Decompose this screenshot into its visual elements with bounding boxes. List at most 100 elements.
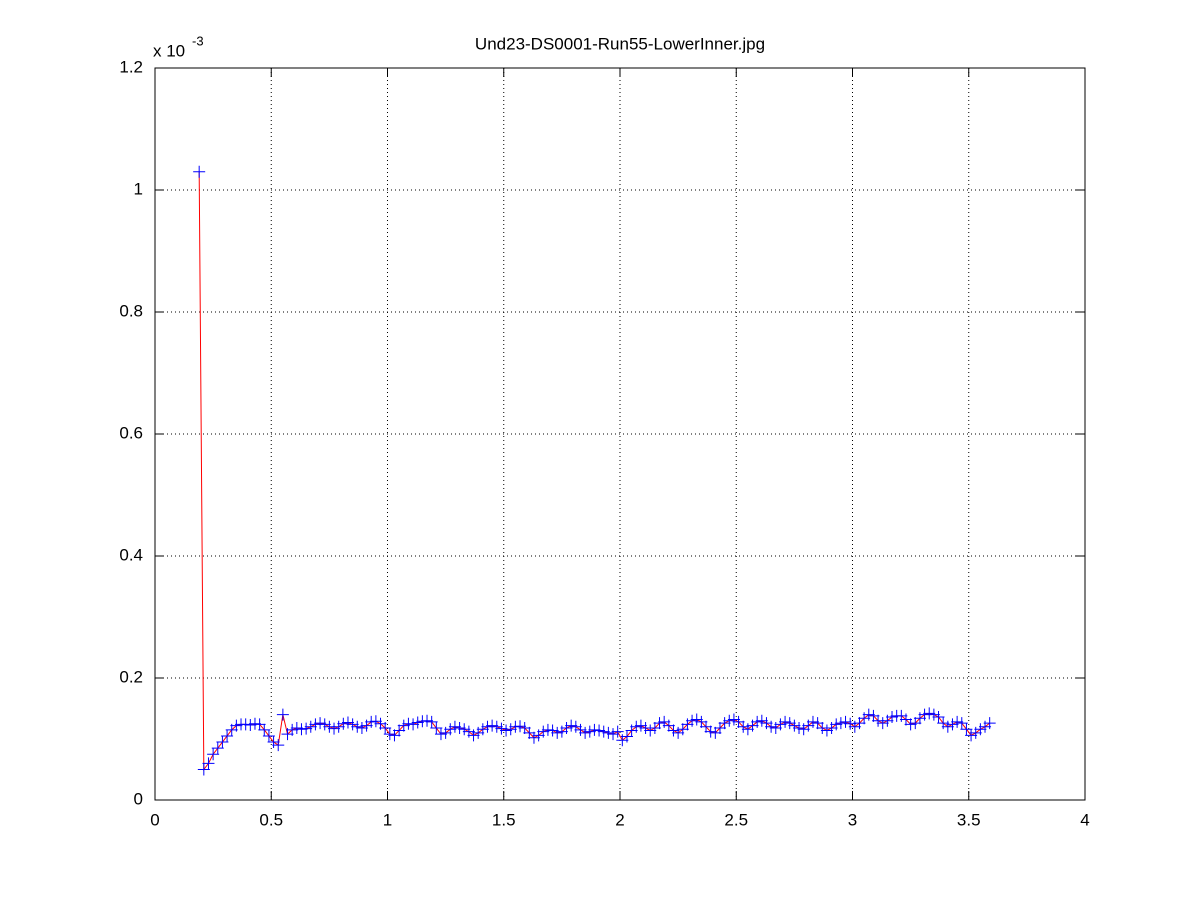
data-marker xyxy=(644,724,657,737)
data-marker xyxy=(899,713,912,726)
data-marker xyxy=(579,726,592,739)
data-marker xyxy=(941,720,954,733)
y-tick-label: 0.2 xyxy=(119,667,143,686)
data-marker xyxy=(732,715,745,728)
data-marker xyxy=(737,720,750,733)
x-tick-label: 0 xyxy=(150,810,159,829)
data-marker xyxy=(541,723,554,736)
data-marker xyxy=(444,723,457,736)
data-marker xyxy=(583,725,596,738)
data-marker xyxy=(765,720,778,733)
data-marker xyxy=(341,716,354,729)
data-marker xyxy=(718,717,731,730)
data-marker xyxy=(458,723,471,736)
data-marker xyxy=(365,715,378,728)
data-marker xyxy=(527,731,540,744)
data-marker xyxy=(509,720,522,733)
y-tick-label: 1 xyxy=(134,179,143,198)
data-marker xyxy=(467,729,480,742)
data-marker xyxy=(300,722,313,735)
data-marker xyxy=(811,717,824,730)
data-marker xyxy=(983,717,996,730)
data-marker xyxy=(793,722,806,735)
data-marker xyxy=(346,718,359,731)
data-marker xyxy=(239,718,252,731)
plot-frame xyxy=(154,67,1086,801)
data-marker xyxy=(448,720,461,733)
data-marker xyxy=(537,725,550,738)
data-marker xyxy=(546,724,559,737)
data-marker xyxy=(318,718,331,731)
data-marker xyxy=(676,723,689,736)
data-marker xyxy=(197,763,210,776)
data-marker xyxy=(607,728,620,741)
data-marker xyxy=(230,719,243,732)
data-marker xyxy=(662,719,675,732)
data-marker xyxy=(337,717,350,730)
x-tick-label: 4 xyxy=(1080,810,1089,829)
data-marker xyxy=(286,723,299,736)
data-marker xyxy=(560,722,573,735)
data-marker xyxy=(202,757,215,770)
data-marker xyxy=(723,714,736,727)
data-marker xyxy=(244,718,257,731)
data-marker xyxy=(258,723,271,736)
data-marker xyxy=(332,720,345,733)
data-marker xyxy=(267,736,280,749)
data-marker xyxy=(951,715,964,728)
data-marker xyxy=(397,719,410,732)
data-marker xyxy=(193,165,206,178)
data-marker xyxy=(774,718,787,731)
data-marker xyxy=(276,708,289,721)
data-marker xyxy=(295,723,308,736)
data-marker xyxy=(844,717,857,730)
data-marker xyxy=(495,722,508,735)
data-marker xyxy=(788,719,801,732)
data-marker xyxy=(551,726,564,739)
data-marker xyxy=(634,719,647,732)
data-marker xyxy=(574,723,587,736)
data-marker xyxy=(830,718,843,731)
data-marker xyxy=(690,713,703,726)
data-marker xyxy=(713,722,726,735)
data-marker xyxy=(630,720,643,733)
data-marker xyxy=(569,720,582,733)
data-marker xyxy=(667,724,680,737)
data-marker xyxy=(955,717,968,730)
data-marker xyxy=(588,723,601,736)
data-marker xyxy=(597,725,610,738)
data-marker xyxy=(653,717,666,730)
data-marker xyxy=(946,718,959,731)
data-marker xyxy=(960,723,973,736)
data-marker xyxy=(416,715,429,728)
x-tick-label: 2 xyxy=(615,810,624,829)
data-marker xyxy=(504,723,517,736)
data-marker xyxy=(328,722,341,735)
data-marker xyxy=(407,718,420,731)
data-marker xyxy=(932,711,945,724)
data-marker xyxy=(853,717,866,730)
data-marker xyxy=(425,715,438,728)
data-marker xyxy=(272,739,285,752)
data-marker xyxy=(523,726,536,739)
data-marker xyxy=(820,724,833,737)
x-tick-label: 3.5 xyxy=(957,810,981,829)
x-tick-label: 1 xyxy=(383,810,392,829)
data-marker xyxy=(727,713,740,726)
data-marker xyxy=(518,722,531,735)
x-tick-label: 3 xyxy=(848,810,857,829)
data-marker xyxy=(593,724,606,737)
data-marker xyxy=(221,729,234,742)
data-marker xyxy=(620,730,633,743)
data-marker xyxy=(904,718,917,731)
data-marker xyxy=(686,714,699,727)
y-multiplier: x 10 xyxy=(153,41,185,60)
data-marker xyxy=(411,716,424,729)
y-tick-label: 0.4 xyxy=(119,545,143,564)
data-marker xyxy=(476,723,489,736)
data-marker xyxy=(314,717,327,730)
data-marker xyxy=(709,726,722,739)
data-marker xyxy=(355,722,368,735)
